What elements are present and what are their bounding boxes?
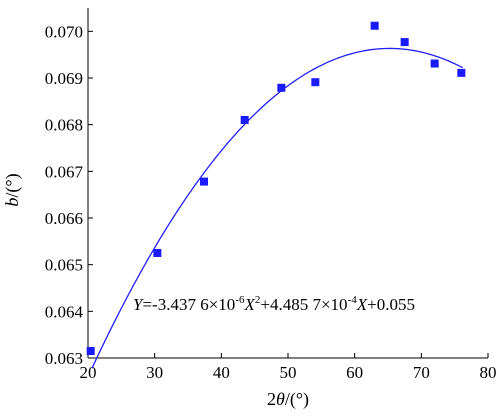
data-point xyxy=(430,59,439,68)
data-point xyxy=(240,116,249,124)
fit-curve-line xyxy=(91,47,463,369)
x-axis-title-unit: /(°) xyxy=(285,389,309,410)
y-tick-label: 0.067 xyxy=(45,162,84,181)
y-tick-label: 0.065 xyxy=(45,256,83,275)
x-axis-title-symbol: θ xyxy=(276,389,285,409)
y-axis-title: b/(°) xyxy=(2,173,23,206)
x-axis-ticks: 20 30 40 50 60 70 80 xyxy=(80,353,497,382)
x-axis-title-prefix: 2 xyxy=(267,389,276,409)
x-tick-label: 70 xyxy=(413,363,430,382)
fit-equation-annotation: Y=-3.437 6×10-6X2+4.485 7×10-4X+0.055 xyxy=(133,294,415,314)
x-tick-label: 50 xyxy=(280,363,297,382)
data-point xyxy=(153,249,162,257)
equation-part: +0.055 xyxy=(367,295,415,314)
y-axis-title-unit: /(°) xyxy=(2,173,23,197)
equation-x-var: X xyxy=(243,295,255,314)
y-tick-label: 0.068 xyxy=(45,116,83,135)
y-tick-label: 0.063 xyxy=(45,349,83,368)
x-tick-label: 60 xyxy=(346,363,363,382)
data-point xyxy=(200,177,208,186)
equation-exponent: 2 xyxy=(255,294,261,306)
data-point xyxy=(457,68,466,77)
data-markers xyxy=(86,21,466,355)
x-axis-title: 2θ/(°) xyxy=(267,389,309,410)
data-point xyxy=(400,38,409,47)
equation-part: =-3.437 6×10 xyxy=(142,295,235,314)
equation-exponent: -4 xyxy=(348,294,358,306)
x-tick-label: 30 xyxy=(146,363,163,382)
equation-part: +4.485 7×10 xyxy=(260,295,347,314)
equation-y-var: Y xyxy=(133,295,144,314)
data-point xyxy=(277,83,286,92)
y-tick-label: 0.064 xyxy=(45,302,84,321)
fit-curve xyxy=(91,47,463,369)
data-point xyxy=(86,347,95,355)
y-tick-label: 0.066 xyxy=(45,209,83,228)
x-tick-label: 80 xyxy=(480,363,497,382)
y-tick-label: 0.070 xyxy=(45,22,83,41)
x-tick-label: 40 xyxy=(213,363,230,382)
y-axis-title-symbol: b xyxy=(2,198,22,207)
equation-exponent: -6 xyxy=(235,294,245,306)
equation-x-var: X xyxy=(356,295,368,314)
data-point xyxy=(311,78,320,87)
y-tick-label: 0.069 xyxy=(45,69,83,88)
data-point xyxy=(370,21,379,30)
y-axis-ticks: 0.063 0.064 0.065 0.066 0.067 0.068 0.069 0.070 xyxy=(45,22,93,368)
